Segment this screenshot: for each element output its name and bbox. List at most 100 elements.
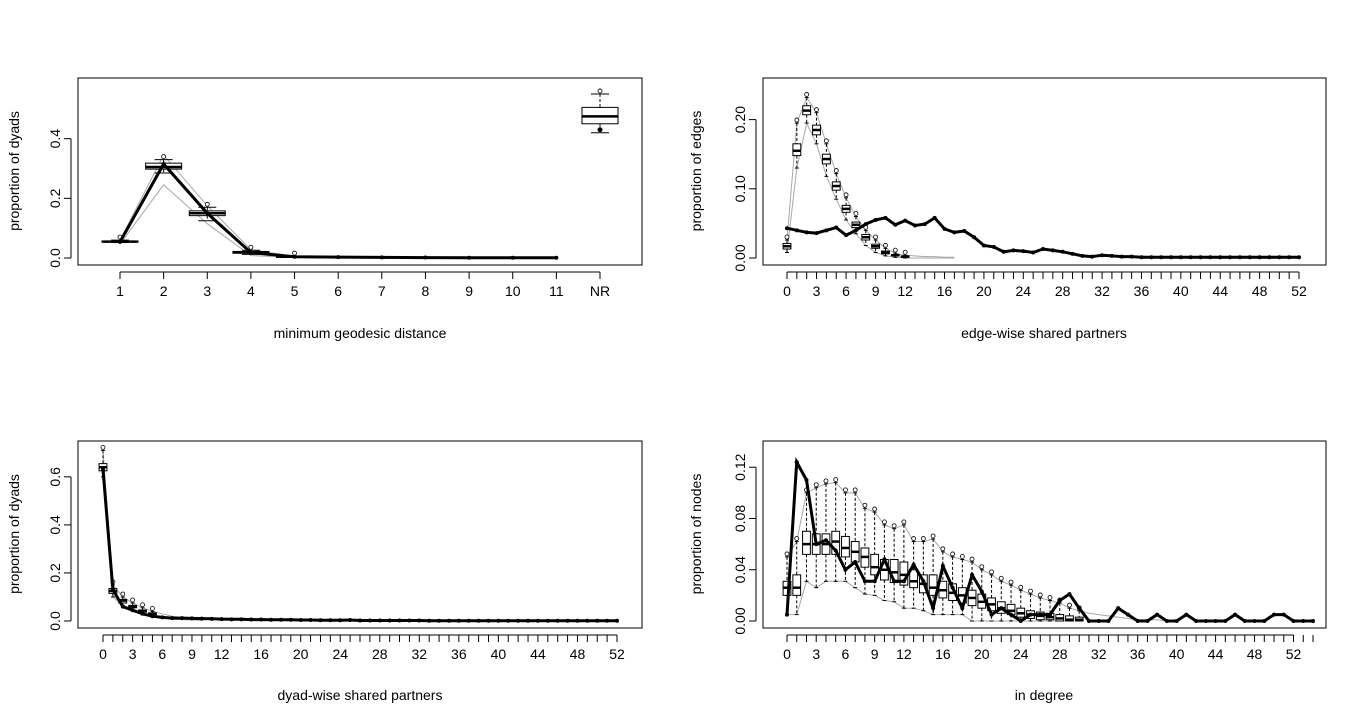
x-tick-label: 52 [1291,283,1307,299]
observed-point [180,616,185,621]
observed-series [785,456,1315,623]
box-outlier [814,107,819,113]
observed-point [981,243,986,248]
observed-point [516,618,521,623]
box-outlier [784,234,790,240]
x-tick-label: 24 [1016,283,1032,299]
box-outlier [100,445,106,450]
observed-point [794,460,799,465]
observed-point [205,211,210,216]
observed-point [1208,255,1213,260]
x-axis: 1 2 3 4 5 6 7 8 9 10 11 NR [116,271,610,299]
x-tick-label: 48 [1247,646,1263,662]
x-tick-label: 48 [570,646,586,662]
observed-point [1257,255,1262,260]
observed-point [804,478,809,483]
x-axis: 0 3 6 9 12 16 20 24 28 32 36 40 44 48 52 [783,634,1314,662]
observed-point [292,254,297,259]
observed-point [239,617,244,622]
y-axis-label: proportion of edges [688,111,704,232]
box-outlier [969,556,975,562]
observed-point [1070,251,1075,256]
observed-point [456,618,461,623]
observed-point [379,255,384,260]
box-outlier [120,591,126,597]
y-axis: 0.00 0.04 0.08 0.12 [732,453,757,635]
y-axis-label: proportion of dyads [6,474,22,594]
observed-point [229,617,234,622]
x-tick-label: 9 [188,646,196,662]
observed-point [1001,249,1006,254]
observed-point [1009,612,1014,617]
x-tick-label: 36 [1130,646,1146,662]
box-outlier [979,564,985,570]
observed-point [999,606,1004,611]
box-outlier [1018,584,1024,590]
x-tick-label: 1 [116,283,124,299]
observed-point [1267,255,1272,260]
observed-point [893,222,898,227]
observed-point [950,585,955,590]
observed-point [873,217,878,222]
observed-point [1050,248,1055,253]
observed-point [199,616,204,621]
observed-point [1223,619,1228,623]
observed-point [510,255,515,260]
observed-point [1086,619,1091,623]
x-tick-label: 32 [1091,646,1107,662]
observed-point [1057,598,1062,603]
observed-point [940,563,945,568]
y-axis: 0.0 0.2 0.4 [47,129,72,268]
box-outlier [833,168,839,173]
observed-point [834,225,839,230]
observed-point [387,618,392,623]
box-outlier [140,602,145,608]
observed-point [535,618,540,623]
plot-frame [77,440,643,629]
observed-point [269,617,274,622]
observed-point [1135,619,1140,623]
simulation-upper-line [119,154,557,259]
observed-series [118,127,603,260]
box-outlier [989,569,994,575]
box-outlier [862,502,868,508]
observed-point [911,562,916,567]
simulation-upper-line [786,482,1167,622]
x-tick-label: 36 [451,646,467,662]
x-tick-label: 12 [896,646,912,662]
observed-point [931,606,936,611]
observed-point [209,616,214,621]
y-tick-label: 0.00 [732,607,748,634]
observed-point [476,618,481,623]
observed-point [872,579,877,584]
observed-point [843,567,848,572]
x-tick-label: 6 [842,283,850,299]
observed-point [1031,250,1036,255]
observed-point [823,538,828,543]
y-tick-label: 0.0 [47,611,63,631]
x-tick-label: NR [590,283,610,299]
observed-point [814,231,819,236]
box-outlier [597,88,603,94]
x-tick-label: 40 [1169,646,1185,662]
observed-point [160,615,165,620]
box-outlier [204,201,210,207]
observed-point [1194,619,1199,623]
observed-point [466,618,471,623]
plot-frame [762,440,1327,629]
box-body [802,530,811,555]
x-tick-label: 11 [549,283,564,299]
box-outlier [901,519,907,525]
observed-point [1159,255,1164,260]
box-body [909,569,919,589]
box-body [870,553,880,576]
x-tick-label: 36 [1134,283,1150,299]
box-outlier [804,92,810,97]
observed-point [1067,592,1072,597]
observed-point [1188,255,1193,260]
observed-point [1109,253,1114,258]
observed-line [118,161,557,260]
y-tick-label: 0.2 [47,563,63,583]
x-axis-label: dyad-wise shared partners [278,687,443,703]
box-outlier [794,536,800,541]
